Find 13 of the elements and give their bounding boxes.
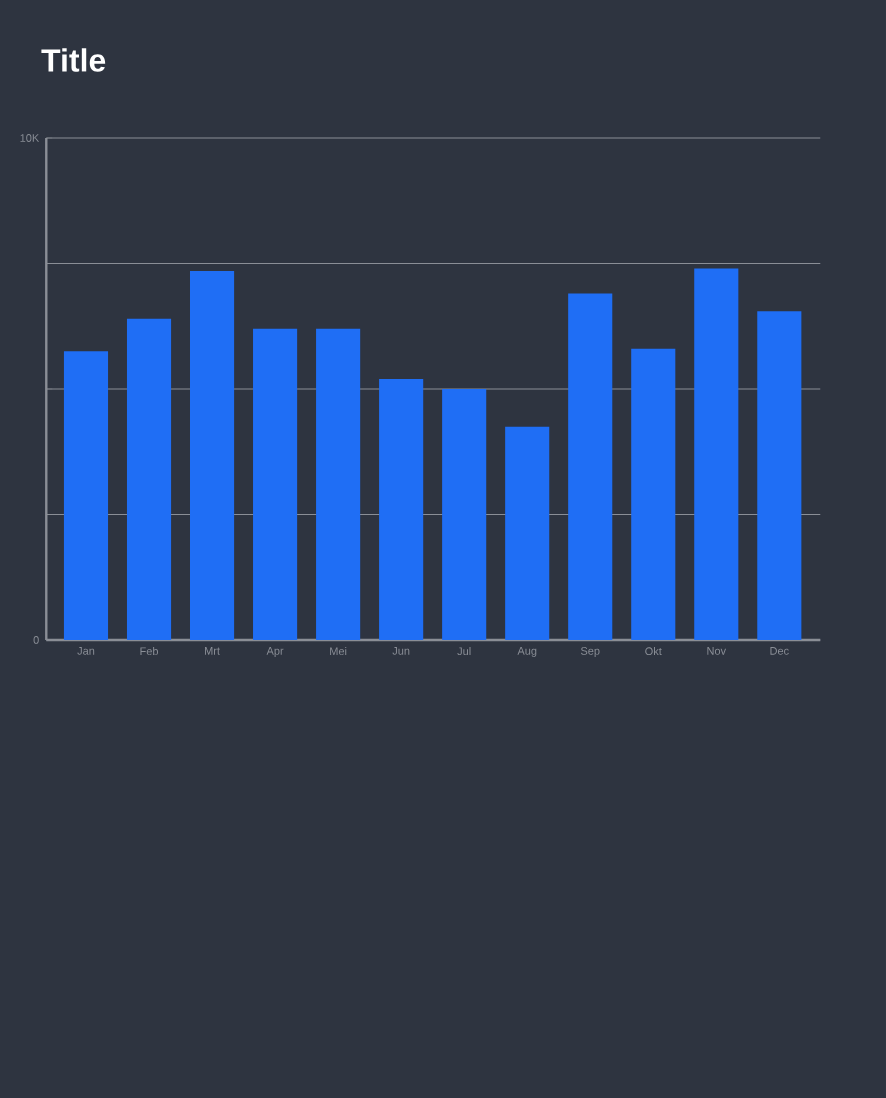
- bar: [189, 271, 235, 640]
- bar: [379, 378, 424, 640]
- bar: [63, 351, 109, 640]
- bar: [694, 268, 739, 640]
- bar: [316, 328, 361, 640]
- bar: [253, 328, 298, 640]
- bar: [631, 348, 676, 640]
- bar: [505, 426, 550, 640]
- bar: [126, 318, 172, 640]
- bar: [757, 311, 802, 640]
- bar: [442, 389, 487, 640]
- chart-title: Title: [41, 48, 106, 72]
- bar: [568, 293, 613, 640]
